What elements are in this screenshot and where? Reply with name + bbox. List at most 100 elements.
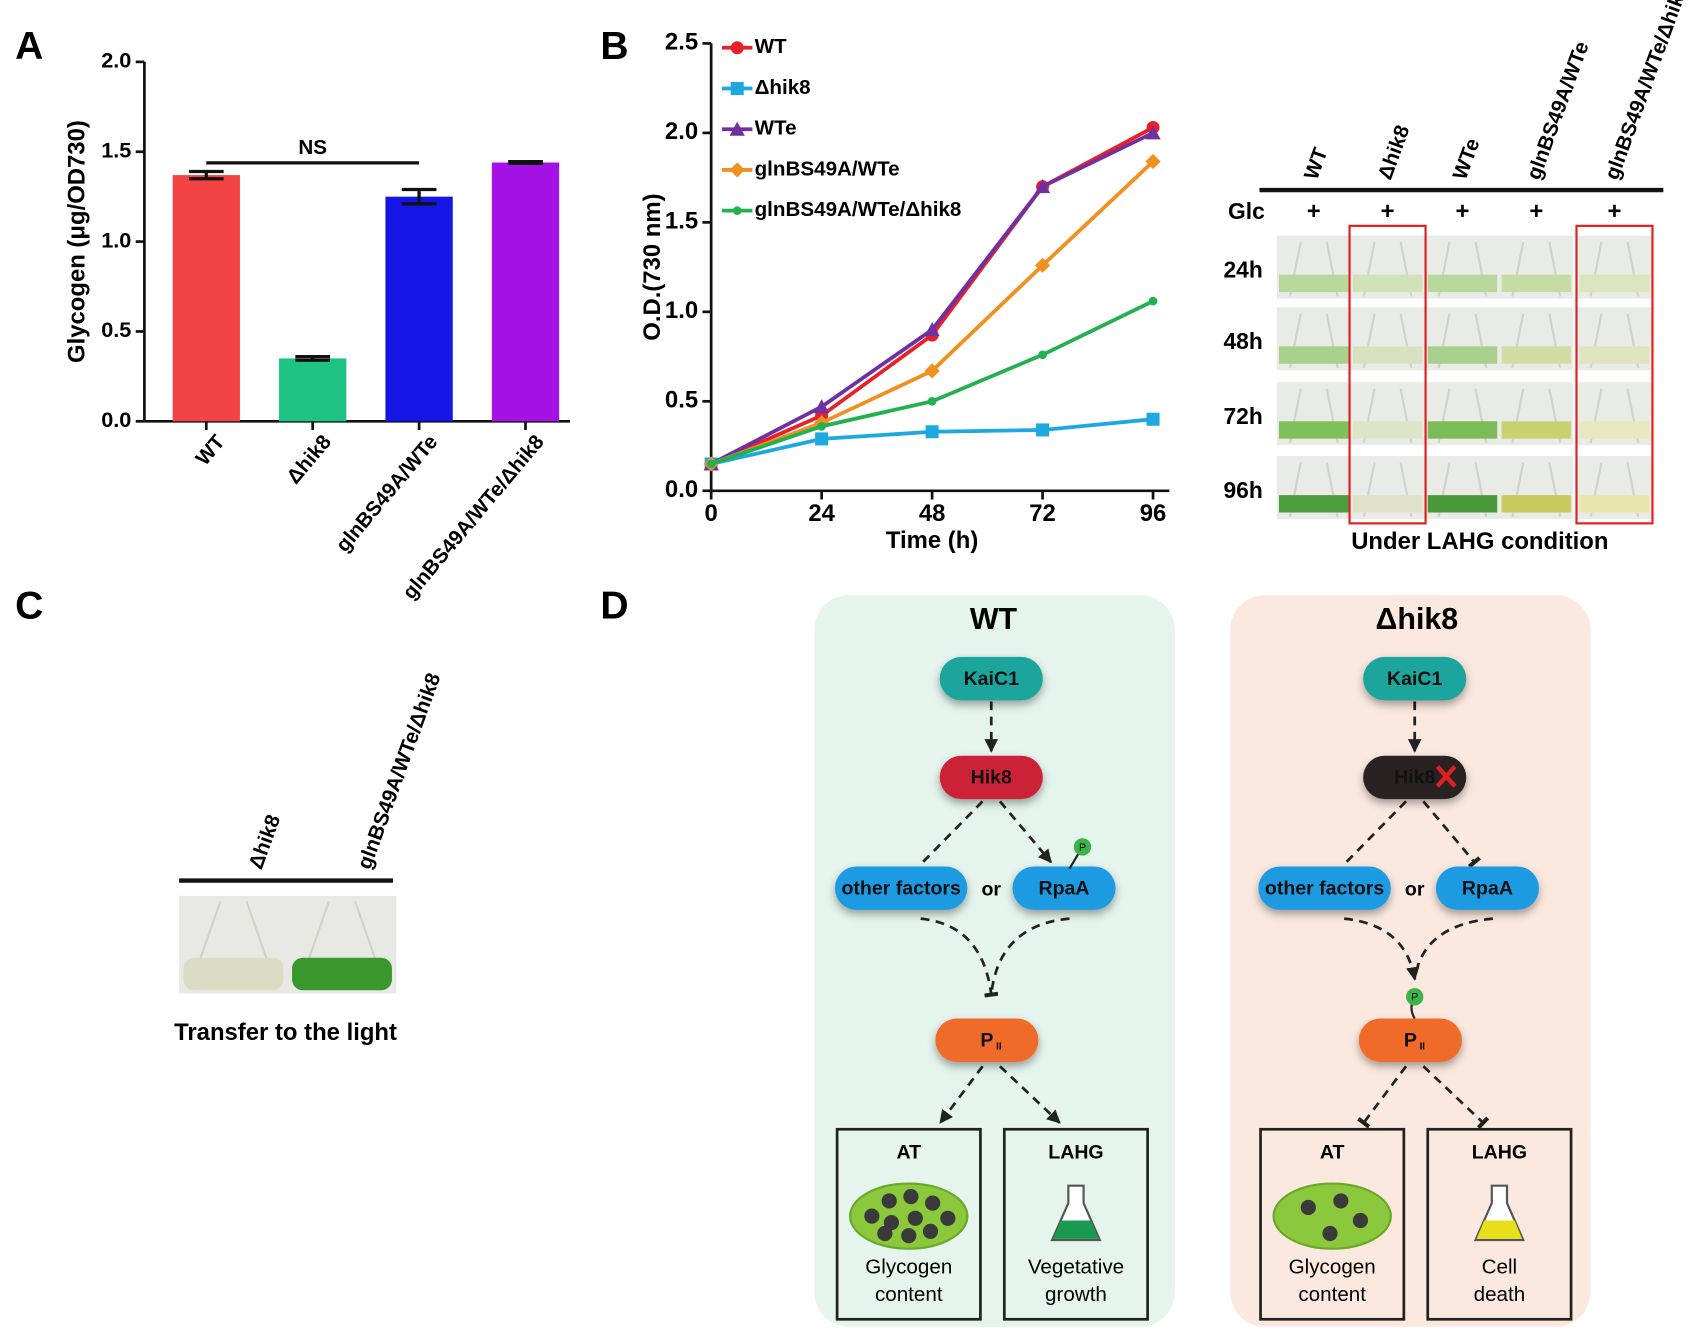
- x-tick-label: WT: [191, 430, 229, 470]
- caption: Transfer to the light: [174, 1019, 397, 1046]
- lahg-box: [1002, 1127, 1149, 1321]
- edge: [1413, 917, 1494, 980]
- rpaa-label: RpaA: [1462, 877, 1513, 899]
- culture: [1501, 495, 1572, 513]
- point: [729, 121, 745, 136]
- y-axis-label: O.D.(730 nm): [639, 193, 666, 340]
- series-line: [710, 131, 1154, 466]
- culture: [1427, 274, 1498, 293]
- culture: [1501, 274, 1572, 293]
- y-tick-label: 1.0: [101, 227, 131, 252]
- edge: [999, 1065, 1061, 1124]
- culture: [1579, 274, 1650, 293]
- cell: [1272, 1182, 1392, 1250]
- lahg-text: death: [1474, 1283, 1526, 1306]
- phospho-label: P: [1079, 842, 1086, 854]
- edge: [1357, 1065, 1408, 1129]
- culture: [1278, 495, 1349, 513]
- bar: [491, 162, 560, 422]
- rpaa: [1012, 866, 1116, 910]
- y-tick-label: 2.0: [665, 118, 698, 145]
- x-tick-label: 24: [808, 500, 835, 527]
- point: [924, 363, 940, 379]
- other-factors: [1258, 866, 1391, 910]
- lahg-label: LAHG: [1048, 1141, 1103, 1163]
- column-label: Δhik8: [244, 812, 285, 873]
- column-label: WTe: [1449, 135, 1485, 182]
- culture: [1352, 421, 1423, 439]
- flask-liquid: [1476, 1220, 1523, 1239]
- glc-label: Glc: [1228, 198, 1265, 224]
- hik8-label: Hik8: [1394, 767, 1435, 789]
- culture: [1278, 274, 1349, 293]
- pii: [935, 1018, 1039, 1062]
- row-label: 24h: [1224, 256, 1263, 282]
- point: [732, 206, 742, 215]
- glycogen-granule: [922, 1223, 939, 1239]
- knockout-x: [1435, 765, 1457, 788]
- phospho: [1406, 988, 1424, 1006]
- row-label: 72h: [1224, 403, 1263, 429]
- y-tick-label: 1.5: [101, 137, 131, 162]
- legend-label: WT: [755, 35, 787, 58]
- column-label: glnBS49A/WTe/Δhik8: [353, 670, 445, 872]
- at-box: [1259, 1127, 1406, 1321]
- x-tick-label: 72: [1029, 500, 1056, 527]
- glycogen-granule: [907, 1210, 923, 1226]
- edge: [1422, 800, 1481, 869]
- y-tick-label: 1.0: [665, 297, 698, 324]
- other-factors-label: other factors: [1265, 877, 1385, 899]
- phospho: [1073, 838, 1092, 856]
- glycogen-granule: [1352, 1212, 1369, 1229]
- lahg-text: growth: [1045, 1283, 1107, 1306]
- edge: [1422, 1065, 1490, 1130]
- at-text: content: [875, 1283, 943, 1306]
- y-tick-label: 0.0: [101, 407, 131, 432]
- point: [1034, 257, 1051, 273]
- glycogen-granule: [925, 1195, 941, 1211]
- bar: [385, 196, 453, 422]
- panel-bg: [814, 595, 1175, 1327]
- at-box: [835, 1127, 982, 1321]
- lahg-label: LAHG: [1472, 1141, 1527, 1163]
- x-tick-label: 48: [919, 500, 946, 527]
- point: [927, 396, 937, 406]
- panel-label: B: [600, 25, 628, 68]
- legend-label: glnBS49A/WTe: [755, 157, 900, 180]
- legend-label: Δhik8: [755, 76, 811, 99]
- culture: [1278, 421, 1349, 439]
- x-axis-label: Time (h): [886, 527, 978, 554]
- kaic1: [939, 656, 1043, 701]
- bar: [172, 175, 240, 422]
- glycogen-granule: [877, 1225, 893, 1242]
- culture: [1501, 346, 1572, 364]
- culture: [1501, 421, 1572, 439]
- or-label: or: [982, 879, 1002, 901]
- error-bar: [508, 159, 543, 166]
- point: [924, 322, 940, 337]
- other-factors: [834, 866, 968, 910]
- x-tick-label: 0: [705, 500, 718, 527]
- rpaa-label: RpaA: [1039, 877, 1090, 899]
- at-text: Glycogen: [865, 1256, 952, 1279]
- y-axis-label: Glycogen (μg/OD730): [63, 120, 90, 363]
- legend-label: glnBS49A/WTe/Δhik8: [755, 198, 962, 221]
- hik8: [939, 755, 1043, 800]
- edge: [939, 1065, 984, 1124]
- point: [925, 425, 939, 439]
- at-label: AT: [896, 1141, 921, 1163]
- annotation: NS: [298, 136, 327, 159]
- culture: [292, 957, 392, 991]
- glycogen-granule: [1333, 1193, 1349, 1209]
- y-tick-label: 2.5: [665, 29, 698, 56]
- at-text: Glycogen: [1289, 1256, 1376, 1279]
- column-label: glnBS49A/WTe/Δhik8: [1601, 0, 1693, 183]
- culture: [1579, 495, 1650, 513]
- kaic1-label: KaiC1: [964, 668, 1019, 690]
- glycogen-granule: [1300, 1199, 1316, 1216]
- culture: [1579, 346, 1650, 364]
- point: [730, 41, 744, 55]
- culture: [1352, 274, 1423, 293]
